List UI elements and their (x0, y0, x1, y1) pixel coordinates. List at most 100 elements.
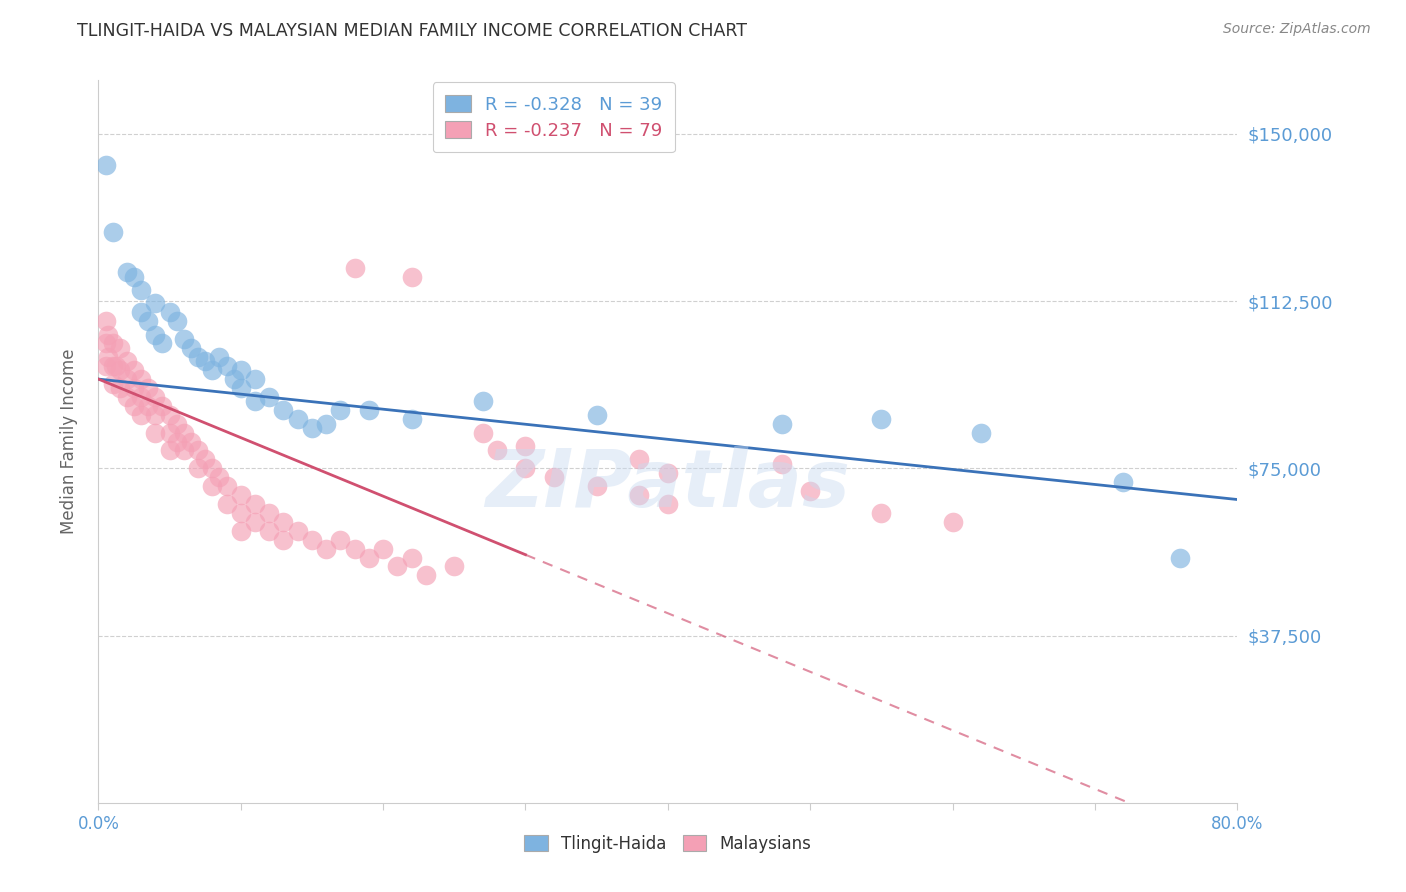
Point (173, 425, 195, 440)
Point (343, 541, 366, 556)
Point (101, 376, 124, 391)
Point (152, 399, 174, 413)
Point (357, 550, 380, 565)
Point (343, 260, 366, 275)
Point (187, 461, 209, 475)
Point (166, 314, 188, 328)
Point (115, 390, 138, 404)
Text: TLINGIT-HAIDA VS MALAYSIAN MEDIAN FAMILY INCOME CORRELATION CHART: TLINGIT-HAIDA VS MALAYSIAN MEDIAN FAMILY… (77, 22, 748, 40)
Point (201, 479, 224, 493)
Point (129, 390, 152, 404)
Point (273, 515, 295, 529)
Point (301, 533, 323, 547)
Point (243, 497, 266, 511)
Point (401, 269, 423, 284)
Point (145, 425, 167, 440)
Point (152, 336, 174, 351)
Point (94, 336, 117, 351)
Point (229, 524, 252, 538)
Point (799, 483, 821, 498)
Point (229, 363, 252, 377)
Point (229, 381, 252, 395)
Point (145, 327, 167, 342)
Point (215, 359, 238, 373)
Point (145, 390, 167, 404)
Point (471, 394, 494, 409)
Point (1112, 475, 1135, 489)
Point (129, 305, 152, 319)
Point (486, 443, 509, 458)
Point (94, 158, 117, 172)
Point (129, 372, 152, 386)
Point (229, 506, 252, 520)
Point (173, 332, 195, 346)
Point (145, 296, 167, 310)
Point (194, 354, 217, 368)
Point (101, 225, 124, 239)
Point (122, 381, 145, 395)
Point (101, 359, 124, 373)
Legend: Tlingit-Haida, Malaysians: Tlingit-Haida, Malaysians (517, 828, 818, 860)
Point (243, 394, 266, 409)
Point (301, 421, 323, 435)
Point (585, 479, 607, 493)
Point (129, 408, 152, 422)
Point (373, 541, 395, 556)
Point (145, 408, 167, 422)
Point (329, 533, 352, 547)
Point (415, 568, 437, 582)
Point (97, 350, 120, 364)
Point (208, 350, 231, 364)
Point (159, 425, 181, 440)
Point (585, 408, 607, 422)
Point (657, 466, 679, 480)
Point (94, 359, 117, 373)
Point (215, 497, 238, 511)
Point (287, 524, 309, 538)
Point (401, 412, 423, 426)
Point (159, 305, 181, 319)
Point (166, 434, 188, 449)
Point (229, 488, 252, 502)
Point (222, 372, 245, 386)
Point (315, 541, 337, 556)
Point (870, 412, 893, 426)
Point (628, 488, 651, 502)
Point (166, 417, 188, 431)
Point (287, 412, 309, 426)
Point (770, 457, 793, 471)
Point (136, 314, 159, 328)
Point (471, 425, 494, 440)
Point (970, 425, 993, 440)
Point (108, 381, 131, 395)
Point (159, 408, 181, 422)
Point (273, 533, 295, 547)
Point (215, 479, 238, 493)
Point (387, 559, 409, 574)
Point (315, 417, 337, 431)
Point (122, 399, 145, 413)
Point (1170, 550, 1192, 565)
Point (159, 443, 181, 458)
Point (115, 265, 138, 279)
Point (401, 550, 423, 565)
Point (657, 497, 679, 511)
Point (259, 390, 281, 404)
Point (115, 372, 138, 386)
Point (194, 452, 217, 467)
Point (187, 350, 209, 364)
Point (770, 417, 793, 431)
Point (108, 363, 131, 377)
Point (443, 559, 465, 574)
Point (543, 470, 565, 484)
Point (180, 341, 202, 355)
Point (136, 381, 159, 395)
Point (129, 283, 152, 297)
Point (97, 327, 120, 342)
Point (187, 443, 209, 458)
Point (515, 439, 537, 453)
Point (122, 269, 145, 284)
Point (259, 506, 281, 520)
Point (870, 506, 893, 520)
Y-axis label: Median Family Income: Median Family Income (59, 349, 77, 534)
